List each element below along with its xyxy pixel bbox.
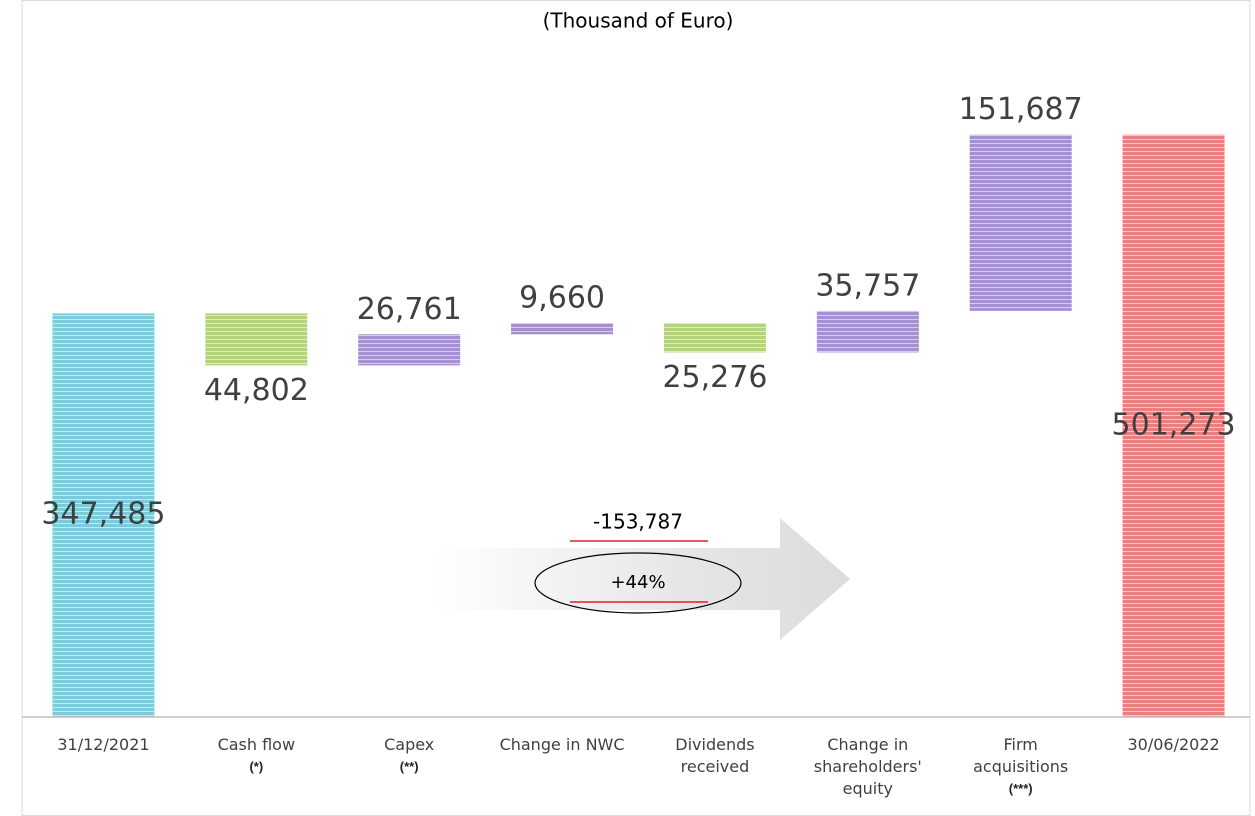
- x-tick-line: Capex: [384, 735, 435, 754]
- change-label: +44%: [610, 572, 665, 593]
- value-label: 25,276: [662, 360, 767, 395]
- x-tick-line: received: [680, 757, 750, 776]
- x-tick-line: Dividends: [675, 735, 755, 754]
- x-tick-label: Firm acquisitions (***): [946, 734, 1096, 800]
- value-label: 347,485: [41, 497, 165, 532]
- x-tick-label: Dividends received: [640, 734, 790, 778]
- x-tick-line: shareholders': [813, 757, 922, 776]
- bar: [358, 334, 461, 366]
- bar: [1122, 134, 1225, 717]
- ellipse: [534, 552, 742, 614]
- value-label: 9,660: [519, 281, 605, 316]
- x-tick-line: 31/12/2021: [57, 735, 150, 754]
- x-tick-line: equity: [842, 779, 893, 798]
- x-tick-label: Cash flow (*): [181, 734, 331, 778]
- value-label: 35,757: [815, 268, 920, 303]
- value-label: 44,802: [204, 373, 309, 408]
- footnote-marker: (*): [249, 759, 264, 774]
- footnote-marker: (***): [1008, 781, 1033, 796]
- x-tick-label: 31/12/2021: [28, 734, 178, 756]
- x-tick-label: 30/06/2022: [1099, 734, 1249, 756]
- value-label: 501,273: [1112, 407, 1236, 442]
- bar: [205, 313, 308, 366]
- arrow: [435, 518, 850, 640]
- value-label: 151,687: [959, 92, 1083, 127]
- x-tick-line: Firm: [1003, 735, 1038, 754]
- x-tick-line: acquisitions: [973, 757, 1069, 776]
- x-tick-label: Change in NWC: [487, 734, 637, 756]
- footnote-marker: (**): [399, 759, 419, 774]
- x-tick-line: Change in NWC: [499, 735, 625, 754]
- bar: [816, 310, 919, 353]
- x-tick-line: Change in: [827, 735, 909, 754]
- chart-title: (Thousand of Euro): [543, 9, 734, 33]
- bars: 347,485 44,802 26,761 9,660 25,276 35,757 151,…: [41, 92, 1236, 717]
- value-label: 26,761: [357, 292, 462, 327]
- bar: [52, 313, 155, 717]
- x-tick-label: Change in shareholders' equity: [793, 734, 943, 800]
- bar: [511, 323, 614, 335]
- x-tick-line: 30/06/2022: [1127, 735, 1220, 754]
- bar: [663, 323, 766, 353]
- bar: [969, 134, 1072, 311]
- difference-label: -153,787: [593, 510, 683, 534]
- x-tick-line: Cash flow: [217, 735, 296, 754]
- x-tick-label: Capex (**): [334, 734, 484, 778]
